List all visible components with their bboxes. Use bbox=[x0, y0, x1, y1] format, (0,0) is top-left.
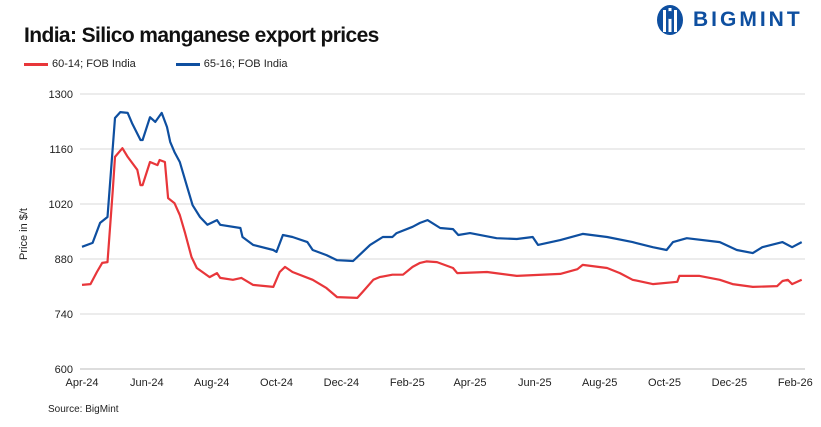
x-tick-label: Oct-25 bbox=[648, 377, 681, 389]
y-tick-label: 1160 bbox=[49, 144, 73, 156]
logo-text: BIGMINT bbox=[693, 8, 803, 31]
x-tick-label: Jun-25 bbox=[518, 377, 552, 389]
legend-label: 65-16; FOB India bbox=[203, 58, 288, 70]
bigmint-logo: BIGMINT bbox=[655, 4, 803, 36]
source-note: Source: BigMint bbox=[48, 404, 119, 415]
legend-item-65-16: 65-16; FOB India bbox=[175, 58, 288, 70]
legend: 60-14; FOB India 65-16; FOB India bbox=[24, 58, 288, 70]
series-line-65-16 bbox=[81, 111, 803, 263]
y-tick-label: 1300 bbox=[49, 89, 73, 101]
x-tick-label: Feb-26 bbox=[778, 377, 813, 389]
y-axis-label: Price in $/t bbox=[18, 208, 30, 260]
x-tick-label: Feb-25 bbox=[390, 377, 425, 389]
x-tick-label: Dec-24 bbox=[324, 377, 359, 389]
legend-label: 60-14; FOB India bbox=[52, 58, 136, 70]
legend-item-60-14: 60-14; FOB India bbox=[24, 58, 136, 70]
x-tick-label: Aug-25 bbox=[582, 377, 617, 389]
x-tick-label: Apr-24 bbox=[65, 377, 98, 389]
x-tick-label: Dec-25 bbox=[712, 377, 747, 389]
x-tick-label: Oct-24 bbox=[260, 377, 293, 389]
series-line-60-14 bbox=[81, 147, 803, 299]
x-tick-label: Aug-24 bbox=[194, 377, 229, 389]
y-tick-label: 1020 bbox=[49, 199, 73, 211]
y-tick-label: 880 bbox=[55, 254, 73, 266]
x-tick-label: Jun-24 bbox=[130, 377, 164, 389]
legend-swatch-red bbox=[24, 62, 48, 66]
x-tick-label: Apr-25 bbox=[453, 377, 486, 389]
y-tick-label: 740 bbox=[55, 309, 73, 321]
y-tick-label: 600 bbox=[55, 364, 73, 376]
legend-swatch-blue bbox=[175, 62, 200, 66]
bigmint-emblem-icon bbox=[657, 5, 683, 35]
chart-title: India: Silico manganese export prices bbox=[24, 24, 379, 47]
